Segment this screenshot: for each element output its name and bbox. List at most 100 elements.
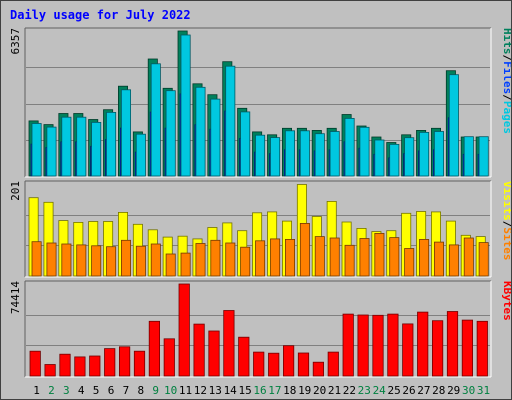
bar-sites-day-5 <box>91 245 102 277</box>
bar-pages-day-6 <box>106 112 117 177</box>
bar-pages-day-23 <box>359 126 370 177</box>
bar-sites-day-27 <box>419 238 430 277</box>
bar-pages-day-17 <box>270 137 281 177</box>
bar-kbytes-day-14 <box>223 310 235 377</box>
x-tick-label: 22 <box>343 384 356 397</box>
x-tick-label: 9 <box>152 384 159 397</box>
bar-kbytes-day-26 <box>402 323 414 377</box>
bar-kbytes-day-28 <box>431 320 444 377</box>
bar-sites-day-18 <box>284 238 295 277</box>
bar-pages-day-21 <box>329 131 340 177</box>
x-tick-label: 3 <box>63 384 70 397</box>
x-tick-label: 16 <box>253 384 266 397</box>
bar-kbytes-day-30 <box>461 319 474 377</box>
bar-pages-day-26 <box>404 137 415 177</box>
bar-sites-day-13 <box>210 239 221 277</box>
bar-kbytes-day-10 <box>163 338 175 377</box>
x-tick-label: 14 <box>224 384 238 397</box>
bar-pages-day-20 <box>314 133 325 177</box>
bar-kbytes-day-19 <box>297 352 310 377</box>
bar-sites-day-25 <box>389 237 400 277</box>
x-tick-label: 6 <box>108 384 115 397</box>
bar-sites-day-3 <box>61 243 72 277</box>
bar-pages-day-28 <box>433 131 444 177</box>
bar-pages-day-29 <box>448 74 459 177</box>
x-tick-label: 31 <box>477 384 490 397</box>
bar-sites-day-12 <box>195 243 206 277</box>
bar-sites-day-16 <box>255 240 266 277</box>
bar-kbytes-day-23 <box>357 314 369 377</box>
bar-sites-day-19 <box>299 222 310 277</box>
bar-pages-day-13 <box>210 98 221 177</box>
bar-pages-day-30 <box>463 136 474 177</box>
bar-kbytes-day-20 <box>312 361 325 377</box>
bar-pages-day-5 <box>91 122 102 177</box>
bar-sites-day-26 <box>404 248 415 277</box>
bar-sites-day-28 <box>433 241 444 277</box>
bar-pages-day-9 <box>150 63 161 177</box>
bar-pages-day-25 <box>389 143 400 177</box>
x-tick-label: 11 <box>179 384 192 397</box>
panel-kbytes: 74414 KBytes <box>9 280 511 378</box>
bar-kbytes-day-1 <box>29 350 41 377</box>
x-tick-label: 27 <box>417 384 430 397</box>
bar-kbytes-day-17 <box>268 352 280 377</box>
bar-sites-day-21 <box>329 237 340 277</box>
bar-kbytes-day-29 <box>446 311 459 377</box>
bar-kbytes-day-31 <box>476 320 488 377</box>
bar-kbytes-day-4 <box>74 356 86 377</box>
bar-pages-day-8 <box>135 133 146 177</box>
panel-legend: KBytes <box>501 281 511 321</box>
bar-pages-day-4 <box>76 116 87 177</box>
legend-kbytes: KBytes <box>501 281 511 321</box>
x-tick-label: 13 <box>209 384 222 397</box>
bar-kbytes-day-11 <box>178 283 190 377</box>
x-tick-label: 20 <box>313 384 326 397</box>
x-tick-label: 24 <box>373 384 387 397</box>
x-tick-label: 8 <box>137 384 144 397</box>
y-max-label: 74414 <box>9 281 22 314</box>
x-tick-label: 4 <box>78 384 85 397</box>
bar-pages-day-15 <box>240 111 251 177</box>
bar-sites-day-10 <box>165 253 176 277</box>
bar-pages-day-27 <box>419 131 430 177</box>
bar-kbytes-day-2 <box>44 364 56 377</box>
bar-kbytes-day-25 <box>387 313 399 377</box>
bar-pages-day-3 <box>61 116 72 177</box>
x-tick-label: 2 <box>48 384 55 397</box>
legend-separator: / <box>501 94 511 101</box>
bar-kbytes-day-24 <box>372 314 384 377</box>
bar-sites-day-29 <box>448 244 459 277</box>
legend-separator: / <box>501 221 511 228</box>
bar-pages-day-10 <box>165 90 176 177</box>
bar-sites-day-4 <box>76 244 87 277</box>
x-tick-label: 18 <box>283 384 296 397</box>
bar-pages-day-24 <box>374 139 385 177</box>
bar-pages-day-2 <box>46 126 57 177</box>
bar-sites-day-22 <box>344 244 355 277</box>
bar-kbytes-day-7 <box>119 346 131 377</box>
x-tick-label: 1 <box>33 384 40 397</box>
x-tick-label: 15 <box>238 384 251 397</box>
bar-kbytes-day-6 <box>104 348 116 377</box>
x-tick-label: 28 <box>432 384 445 397</box>
series-sites <box>31 222 489 277</box>
x-tick-label: 10 <box>164 384 177 397</box>
legend-sites: Sites <box>501 227 511 260</box>
bar-sites-day-24 <box>374 232 385 277</box>
bar-pages-day-22 <box>344 118 355 177</box>
bar-kbytes-day-9 <box>148 320 160 377</box>
bar-kbytes-day-8 <box>133 350 146 377</box>
bar-kbytes-day-12 <box>193 323 205 377</box>
bar-kbytes-day-16 <box>253 351 265 377</box>
legend-visits: Visits <box>501 181 511 221</box>
bar-kbytes-day-15 <box>238 336 250 377</box>
bar-sites-day-14 <box>225 242 236 277</box>
x-tick-label: 21 <box>328 384 341 397</box>
bar-pages-day-7 <box>121 89 132 177</box>
x-tick-label: 7 <box>123 384 130 397</box>
bar-kbytes-day-5 <box>89 355 101 377</box>
x-tick-label: 26 <box>402 384 415 397</box>
